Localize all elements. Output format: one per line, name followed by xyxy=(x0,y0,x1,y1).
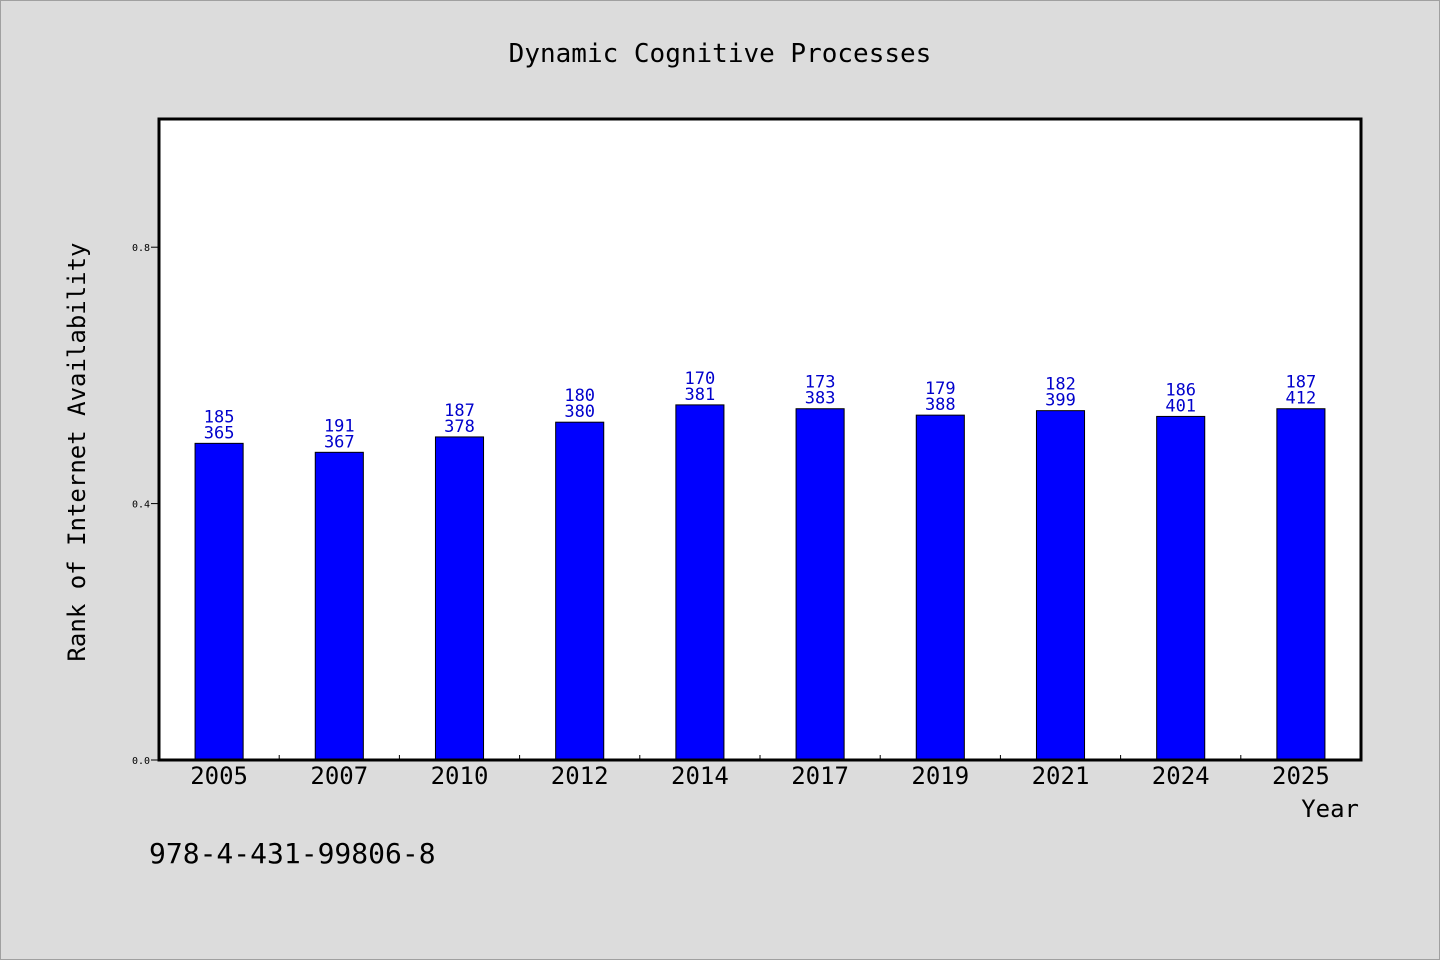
bar-2024 xyxy=(1156,415,1206,761)
y-axis-label: Rank of Internet Availability xyxy=(63,242,91,661)
isbn-label: 978-4-431-99806-8 xyxy=(149,837,436,870)
bar-2012 xyxy=(555,421,605,761)
data-label-bottom-2019: 388 xyxy=(925,395,956,415)
data-label-bottom-2025: 412 xyxy=(1286,389,1317,409)
x-tick-label-2005: 2005 xyxy=(190,762,248,790)
y-axis-ticks: 0.0 0.4 0.8 xyxy=(132,243,159,767)
data-label-top-2012: 180 xyxy=(564,386,595,406)
y-tick-label-0.4: 0.4 xyxy=(132,500,150,511)
data-label-top-2024: 186 xyxy=(1165,380,1196,400)
bar-2017 xyxy=(795,408,845,761)
bar-2021 xyxy=(1035,410,1086,761)
data-label-bottom-2021: 399 xyxy=(1045,391,1076,411)
x-tick-label-2014: 2014 xyxy=(671,762,729,790)
data-label-bottom-2014: 381 xyxy=(685,385,716,405)
data-label-top-2014: 170 xyxy=(685,369,716,389)
data-label-bottom-2017: 383 xyxy=(805,389,836,409)
data-label-bottom-2007: 367 xyxy=(324,432,355,452)
x-tick-label-2025: 2025 xyxy=(1272,762,1330,790)
x-tick-label-2010: 2010 xyxy=(431,762,489,790)
x-axis-ticks: 2005 2007 2010 2012 2014 2017 2019 2021 2024 2025 xyxy=(190,755,1330,790)
data-label-bottom-2005: 365 xyxy=(204,423,235,443)
data-label-top-2025: 187 xyxy=(1286,373,1317,393)
x-tick-label-2024: 2024 xyxy=(1152,762,1210,790)
bar-2010 xyxy=(434,436,485,761)
plot-border xyxy=(157,117,1363,762)
bar-2014 xyxy=(675,404,725,761)
x-tick-label-2017: 2017 xyxy=(791,762,849,790)
y-tick-label-0.8: 0.8 xyxy=(132,243,150,254)
data-label-bottom-2012: 380 xyxy=(564,402,595,422)
data-label-bottom-2010: 378 xyxy=(444,417,475,437)
x-tick-label-2019: 2019 xyxy=(911,762,969,790)
data-label-bottom-2024: 401 xyxy=(1165,396,1196,416)
data-label-top-2010: 187 xyxy=(444,401,475,421)
bar-2007 xyxy=(314,451,364,761)
bar-2005 xyxy=(194,442,244,761)
bar-2019 xyxy=(915,414,965,761)
x-tick-label-2012: 2012 xyxy=(551,762,609,790)
bars-group xyxy=(194,404,1326,761)
data-label-top-2017: 173 xyxy=(805,373,836,393)
x-tick-label-2007: 2007 xyxy=(310,762,368,790)
data-label-top-2005: 185 xyxy=(204,407,235,427)
y-tick-label-0.0: 0.0 xyxy=(132,756,150,767)
bar-2025 xyxy=(1276,408,1326,761)
data-label-top-2007: 191 xyxy=(324,416,355,436)
data-label-top-2019: 179 xyxy=(925,379,956,399)
data-label-top-2021: 182 xyxy=(1045,375,1076,395)
x-tick-label-2021: 2021 xyxy=(1032,762,1090,790)
chart-title: Dynamic Cognitive Processes xyxy=(509,39,932,69)
x-axis-label: Year xyxy=(1301,795,1359,823)
